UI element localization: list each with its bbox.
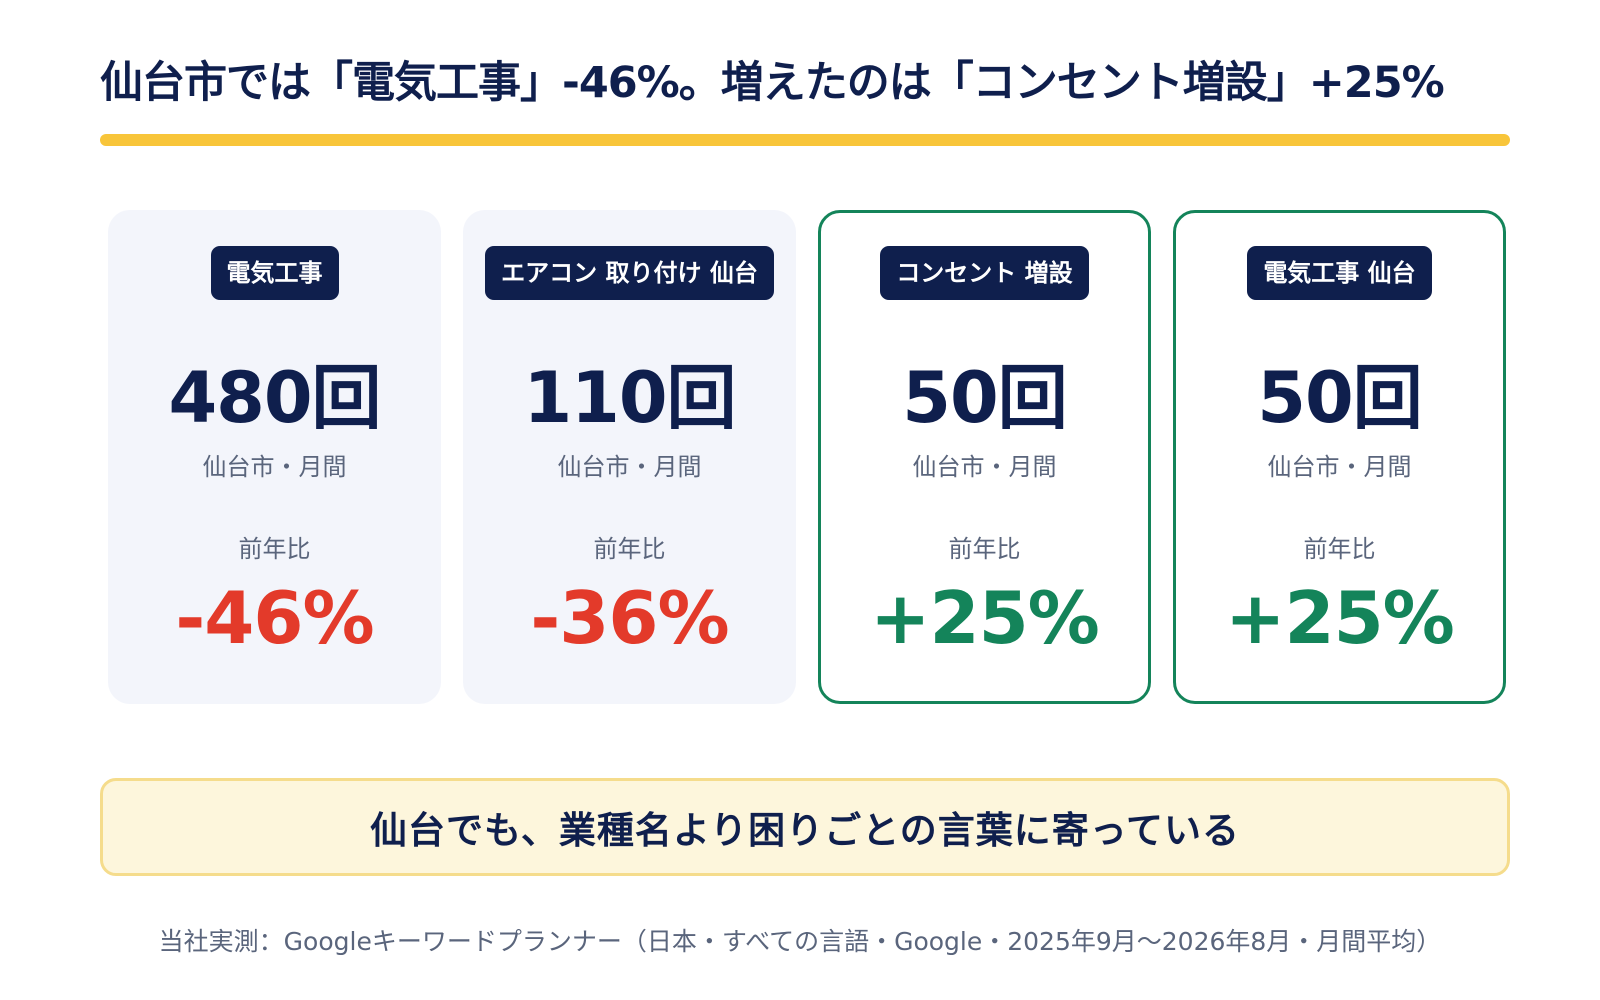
yoy-label: 前年比 — [593, 535, 666, 563]
scope-label: 仙台市・月間 — [202, 453, 347, 481]
scope-label: 仙台市・月間 — [1267, 453, 1412, 481]
keyword-tag: 電気工事 仙台 — [1247, 246, 1432, 300]
search-count: 50回 — [902, 357, 1067, 439]
keyword-card-denki-kouji: 電気工事 480回 仙台市・月間 前年比 -46% — [108, 210, 441, 704]
search-count: 110回 — [523, 357, 736, 439]
yoy-change: -36% — [530, 576, 729, 660]
keyword-cards: 電気工事 480回 仙台市・月間 前年比 -46% エアコン 取り付け 仙台 1… — [108, 210, 1506, 704]
page-title: 仙台市では「電気工事」-46%。増えたのは「コンセント増設」+25% — [100, 58, 1445, 108]
keyword-tag: エアコン 取り付け 仙台 — [485, 246, 774, 300]
yoy-label: 前年比 — [948, 535, 1021, 563]
scope-label: 仙台市・月間 — [557, 453, 702, 481]
keyword-tag: コンセント 増設 — [880, 246, 1089, 300]
search-count: 50回 — [1257, 357, 1422, 439]
yoy-label: 前年比 — [1303, 535, 1376, 563]
title-underline — [100, 134, 1510, 146]
yoy-change: +25% — [870, 576, 1100, 660]
keyword-card-aircon: エアコン 取り付け 仙台 110回 仙台市・月間 前年比 -36% — [463, 210, 796, 704]
scope-label: 仙台市・月間 — [912, 453, 1057, 481]
yoy-change: -46% — [175, 576, 374, 660]
keyword-card-concent: コンセント 増設 50回 仙台市・月間 前年比 +25% — [818, 210, 1151, 704]
takeaway-text: 仙台でも、業種名より困りごとの言葉に寄っている — [370, 809, 1240, 852]
keyword-tag: 電気工事 — [210, 246, 339, 300]
search-count: 480回 — [168, 357, 381, 439]
yoy-label: 前年比 — [238, 535, 311, 563]
keyword-card-denki-kouji-sendai: 電気工事 仙台 50回 仙台市・月間 前年比 +25% — [1173, 210, 1506, 704]
yoy-change: +25% — [1225, 576, 1455, 660]
takeaway-banner: 仙台でも、業種名より困りごとの言葉に寄っている — [100, 778, 1510, 876]
source-note: 当社実測：Googleキーワードプランナー（日本・すべての言語・Google・2… — [158, 927, 1442, 956]
